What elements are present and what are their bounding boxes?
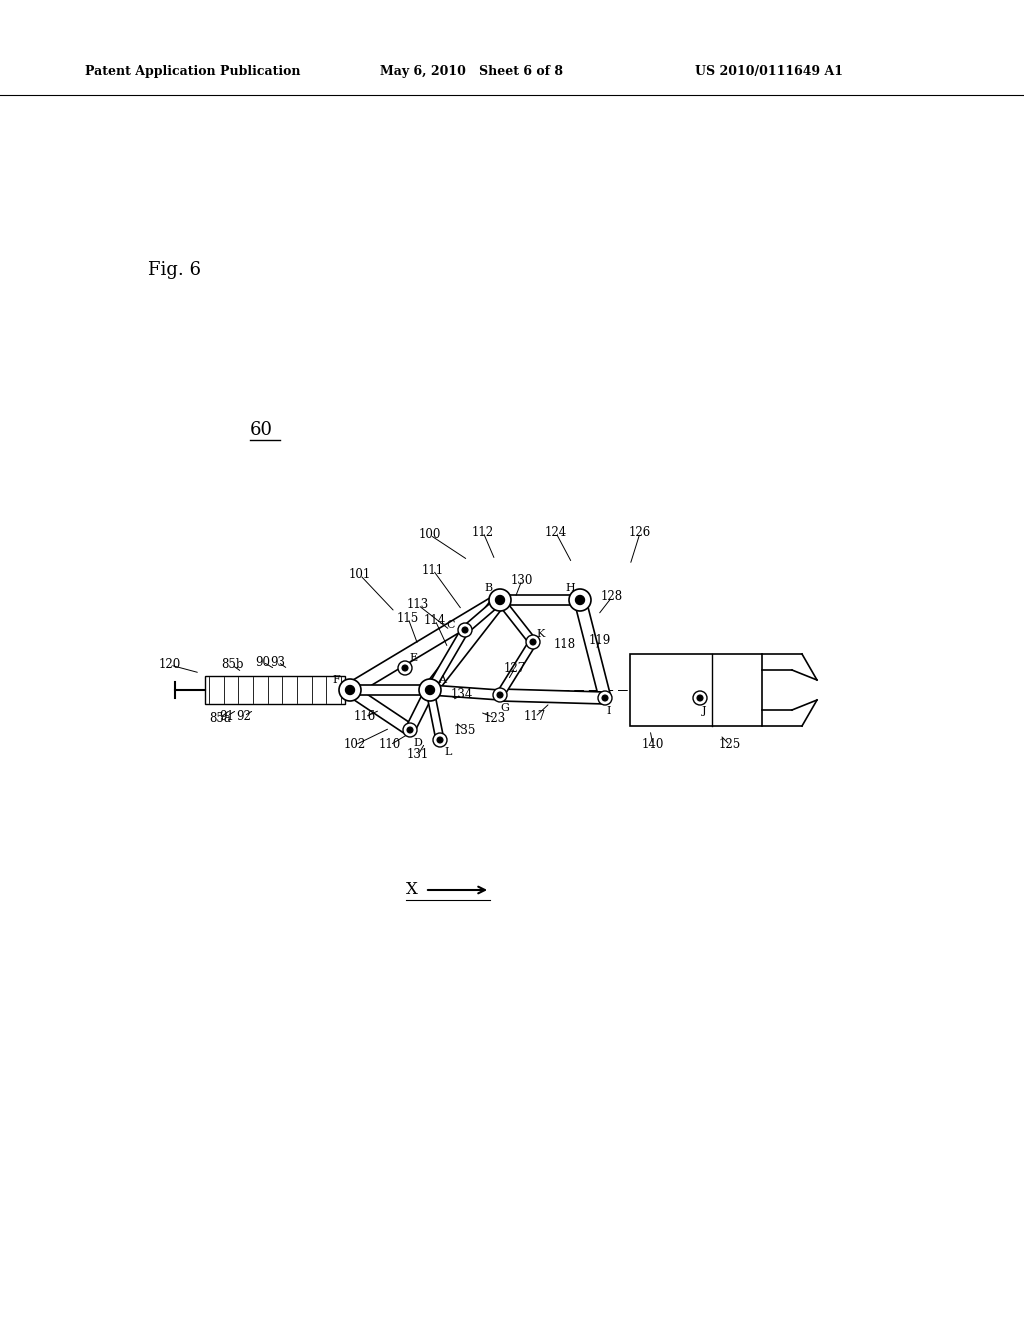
Polygon shape bbox=[346, 594, 504, 696]
Text: Fig. 6: Fig. 6 bbox=[148, 261, 201, 279]
Text: 114: 114 bbox=[424, 614, 446, 627]
Circle shape bbox=[437, 737, 443, 743]
Text: 127: 127 bbox=[504, 661, 526, 675]
Circle shape bbox=[693, 690, 707, 705]
Text: 140: 140 bbox=[642, 738, 665, 751]
Text: 124: 124 bbox=[545, 527, 567, 540]
Text: 119: 119 bbox=[589, 634, 611, 647]
Circle shape bbox=[462, 627, 468, 634]
Polygon shape bbox=[497, 598, 537, 644]
Polygon shape bbox=[406, 688, 434, 733]
Polygon shape bbox=[463, 597, 503, 634]
Circle shape bbox=[697, 696, 703, 701]
Text: 117: 117 bbox=[524, 710, 546, 723]
Circle shape bbox=[493, 688, 507, 702]
Circle shape bbox=[575, 595, 585, 605]
Text: I: I bbox=[607, 706, 611, 715]
Text: 85b: 85b bbox=[221, 659, 244, 672]
Circle shape bbox=[433, 733, 447, 747]
Circle shape bbox=[458, 623, 472, 638]
Text: 125: 125 bbox=[719, 738, 741, 751]
Text: B: B bbox=[484, 583, 493, 593]
Polygon shape bbox=[500, 595, 580, 605]
Text: D: D bbox=[414, 738, 423, 748]
Text: 123: 123 bbox=[484, 711, 506, 725]
Text: 134: 134 bbox=[451, 689, 473, 701]
Circle shape bbox=[426, 685, 434, 694]
Text: 92: 92 bbox=[237, 710, 252, 722]
Text: G: G bbox=[501, 704, 509, 713]
Circle shape bbox=[419, 678, 441, 701]
Text: 91: 91 bbox=[219, 710, 234, 722]
Circle shape bbox=[339, 678, 361, 701]
Text: E: E bbox=[409, 653, 417, 663]
Polygon shape bbox=[426, 689, 444, 741]
Bar bbox=[205, 676, 345, 704]
Text: 135: 135 bbox=[454, 723, 476, 737]
Polygon shape bbox=[347, 685, 414, 735]
Text: 100: 100 bbox=[419, 528, 441, 541]
Text: 131: 131 bbox=[407, 748, 429, 762]
Text: X: X bbox=[407, 882, 418, 899]
Circle shape bbox=[402, 665, 408, 671]
Text: 90: 90 bbox=[256, 656, 270, 668]
Text: 102: 102 bbox=[344, 738, 367, 751]
Text: A: A bbox=[438, 675, 446, 685]
Text: 112: 112 bbox=[472, 525, 494, 539]
Text: F: F bbox=[332, 675, 340, 685]
Text: J: J bbox=[701, 706, 707, 715]
Circle shape bbox=[407, 727, 413, 733]
Text: 128: 128 bbox=[601, 590, 623, 603]
Circle shape bbox=[398, 661, 412, 675]
Text: 120: 120 bbox=[159, 659, 181, 672]
Text: 115: 115 bbox=[397, 611, 419, 624]
Polygon shape bbox=[350, 685, 430, 696]
Text: 116: 116 bbox=[354, 710, 376, 723]
Bar bbox=[630, 653, 762, 726]
Circle shape bbox=[526, 635, 540, 649]
Circle shape bbox=[569, 589, 591, 611]
Text: 101: 101 bbox=[349, 569, 371, 582]
Polygon shape bbox=[427, 628, 468, 692]
Text: May 6, 2010   Sheet 6 of 8: May 6, 2010 Sheet 6 of 8 bbox=[380, 66, 563, 78]
Circle shape bbox=[598, 690, 612, 705]
Text: 130: 130 bbox=[511, 573, 534, 586]
Circle shape bbox=[602, 696, 608, 701]
Text: 118: 118 bbox=[554, 639, 577, 652]
Polygon shape bbox=[425, 595, 506, 694]
Circle shape bbox=[489, 589, 511, 611]
Text: K: K bbox=[537, 630, 545, 639]
Text: Patent Application Publication: Patent Application Publication bbox=[85, 66, 300, 78]
Polygon shape bbox=[430, 685, 501, 700]
Circle shape bbox=[345, 685, 354, 694]
Text: C: C bbox=[446, 620, 456, 630]
Circle shape bbox=[530, 639, 536, 645]
Text: US 2010/0111649 A1: US 2010/0111649 A1 bbox=[695, 66, 843, 78]
Text: 113: 113 bbox=[407, 598, 429, 611]
Text: 126: 126 bbox=[629, 527, 651, 540]
Polygon shape bbox=[574, 598, 610, 700]
Polygon shape bbox=[497, 640, 537, 697]
Text: 93: 93 bbox=[270, 656, 286, 668]
Text: H: H bbox=[565, 583, 574, 593]
Circle shape bbox=[496, 595, 505, 605]
Text: 85a: 85a bbox=[209, 711, 231, 725]
Text: 111: 111 bbox=[422, 564, 444, 577]
Circle shape bbox=[497, 692, 503, 698]
Circle shape bbox=[403, 723, 417, 737]
Text: 110: 110 bbox=[379, 738, 401, 751]
Text: 60: 60 bbox=[250, 421, 273, 440]
Polygon shape bbox=[500, 689, 605, 704]
Text: L: L bbox=[444, 747, 452, 756]
